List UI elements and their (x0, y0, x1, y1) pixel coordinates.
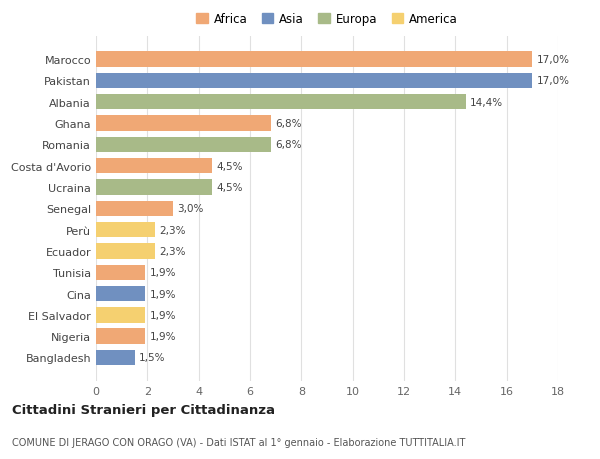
Text: 2,3%: 2,3% (160, 246, 186, 257)
Bar (96, 116, 271, 131)
Bar (96, 329, 145, 344)
Text: 6,8%: 6,8% (275, 119, 302, 129)
Text: COMUNE DI JERAGO CON ORAGO (VA) - Dati ISTAT al 1° gennaio - Elaborazione TUTTIT: COMUNE DI JERAGO CON ORAGO (VA) - Dati I… (12, 437, 466, 447)
Text: 1,9%: 1,9% (149, 289, 176, 299)
Text: 17,0%: 17,0% (537, 55, 570, 65)
Text: 4,5%: 4,5% (216, 183, 242, 193)
Text: 1,5%: 1,5% (139, 353, 166, 363)
Bar (96, 308, 145, 323)
Bar (96, 223, 155, 238)
Text: 4,5%: 4,5% (216, 161, 242, 171)
Text: 1,9%: 1,9% (149, 310, 176, 320)
Bar (96, 244, 155, 259)
Bar (96, 52, 532, 67)
Text: 2,3%: 2,3% (160, 225, 186, 235)
Text: 1,9%: 1,9% (149, 268, 176, 278)
Text: 3,0%: 3,0% (178, 204, 204, 214)
Text: 1,9%: 1,9% (149, 331, 176, 341)
Text: 6,8%: 6,8% (275, 140, 302, 150)
Bar (96, 286, 145, 302)
Text: 17,0%: 17,0% (537, 76, 570, 86)
Legend: Africa, Asia, Europa, America: Africa, Asia, Europa, America (191, 8, 463, 31)
Text: 14,4%: 14,4% (470, 98, 503, 107)
Bar (96, 201, 173, 217)
Bar (96, 159, 212, 174)
Bar (96, 137, 271, 153)
Bar (96, 265, 145, 280)
Bar (96, 73, 532, 89)
Bar (96, 95, 466, 110)
Bar (96, 180, 212, 195)
Bar (96, 350, 134, 365)
Text: Cittadini Stranieri per Cittadinanza: Cittadini Stranieri per Cittadinanza (12, 403, 275, 416)
